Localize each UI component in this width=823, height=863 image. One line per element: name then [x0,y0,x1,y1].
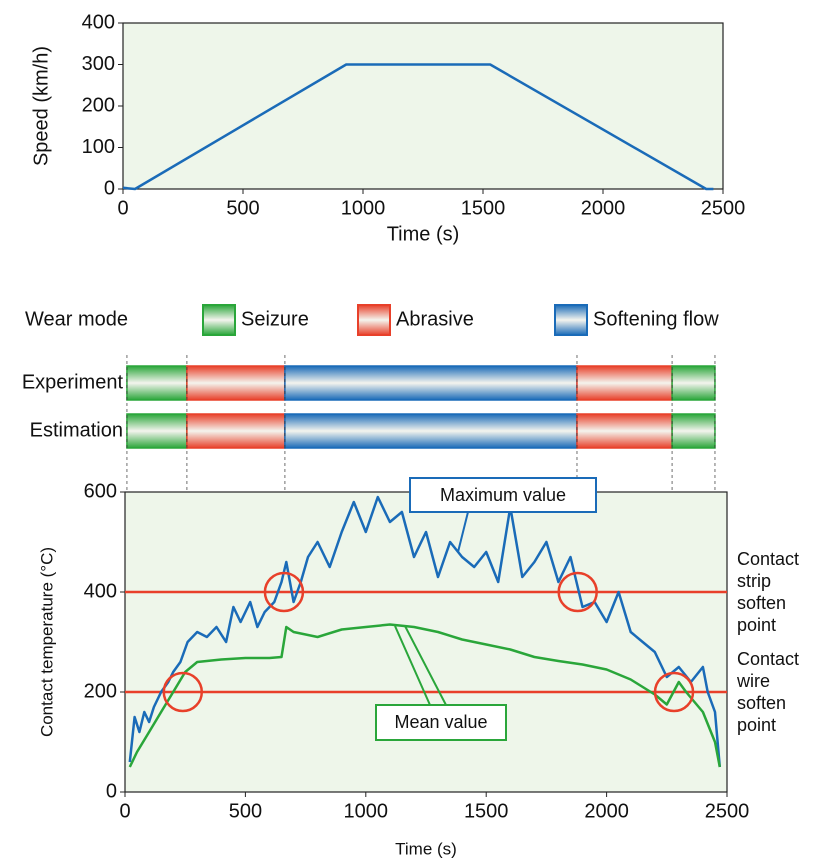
y-tick-label: 200 [84,680,117,702]
highlight-circle [557,571,598,613]
x-tick-label: 500 [229,800,262,822]
highlight-circle [653,671,695,713]
wear-segment [671,413,716,449]
x-tick-label: 2500 [701,197,746,219]
callout-box [409,477,597,513]
x-tick-label: 500 [226,197,259,219]
series-label: Mean value [394,712,487,732]
x-tick-label: 2000 [584,800,629,822]
wear-segment [186,365,286,401]
x-tick-label: 1000 [344,800,389,822]
threshold-label: point [737,615,776,635]
series-label: Maximum value [440,485,566,505]
highlight-circle [263,571,305,613]
y-tick-label: 600 [84,480,117,502]
callout-pointer [394,625,447,706]
threshold-label: point [737,715,776,735]
highlight-circle [162,671,204,713]
x-tick-label: 2000 [581,197,626,219]
y-tick-label: 0 [106,780,117,802]
temperature-line [128,495,722,768]
row-label: Estimation [30,419,123,441]
x-tick-label: 2500 [705,800,750,822]
y-tick-label: 400 [84,580,117,602]
speed-line [122,63,714,191]
wear-segment [126,365,188,401]
callout-box [375,704,507,741]
y-tick-label: 100 [82,136,115,158]
wear-segment [671,365,716,401]
y-axis-label: Speed (km/h) [30,46,52,166]
legend-label: Seizure [241,308,309,330]
wear-segment [284,413,578,449]
legend-label: Abrasive [396,308,474,330]
x-tick-label: 0 [119,800,130,822]
plot-area [122,22,724,190]
y-tick-label: 200 [82,94,115,116]
threshold-label: wire [736,671,770,691]
legend-label: Softening flow [593,308,719,330]
threshold-label: Contact [737,649,799,669]
y-tick-label: 0 [104,177,115,199]
x-tick-label: 1500 [461,197,506,219]
callout-pointer [457,511,469,553]
wear-segment [126,413,188,449]
legend-swatch [554,304,588,336]
threshold-label: soften [737,693,786,713]
wear-segment [186,413,286,449]
wear-segment [284,365,578,401]
x-tick-label: 0 [117,197,128,219]
plot-area [124,491,728,793]
y-tick-label: 300 [82,53,115,75]
x-axis-label: Time (s) [395,839,457,858]
x-axis-label: Time (s) [387,223,460,245]
legend-title: Wear mode [25,308,128,330]
wear-segment [576,413,673,449]
legend-swatch [202,304,236,336]
x-tick-label: 1500 [464,800,509,822]
wear-segment [576,365,673,401]
x-tick-label: 1000 [341,197,386,219]
y-tick-label: 400 [82,11,115,33]
threshold-label: soften [737,593,786,613]
temperature-line [128,623,722,768]
threshold-label: Contact [737,549,799,569]
legend-swatch [357,304,391,336]
y-axis-label: Contact temperature (°C) [37,547,56,737]
threshold-label: strip [737,571,771,591]
row-label: Experiment [22,371,124,393]
